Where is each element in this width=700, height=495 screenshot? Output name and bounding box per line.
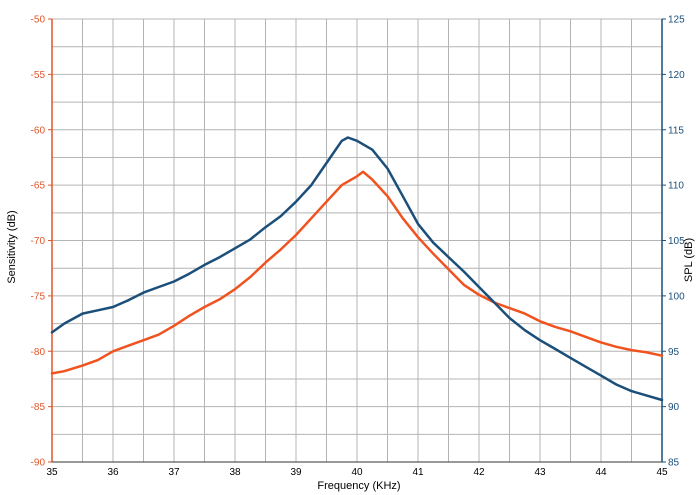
y-tick-label-left: -50 xyxy=(31,15,46,26)
grid xyxy=(51,18,663,463)
y-tick-label-left: -65 xyxy=(31,181,46,192)
y-tick-label-left: -75 xyxy=(31,291,46,302)
y-tick-label-left: -70 xyxy=(31,236,46,247)
y-tick-label-right: 100 xyxy=(668,291,685,302)
x-axis-title: Frequency (KHz) xyxy=(317,480,400,492)
x-tick-label: 35 xyxy=(46,467,58,478)
y-tick-label-left: -80 xyxy=(31,347,46,358)
x-tick-label: 36 xyxy=(107,467,119,478)
x-tick-label: 38 xyxy=(229,467,241,478)
x-tick-label: 45 xyxy=(656,467,668,478)
y-tick-label-right: 115 xyxy=(668,125,684,136)
y-tick-label-right: 105 xyxy=(668,236,685,247)
y-axis-title-right: SPL (dB) xyxy=(683,238,695,282)
x-tick-label: 39 xyxy=(290,467,302,478)
y-tick-label-left: -90 xyxy=(31,458,46,469)
y-tick-label-right: 120 xyxy=(668,70,685,81)
tick-labels: -50 -55 -60 -65 -70 -75 -80 -85 -90 125 120 115 110 1… xyxy=(31,15,686,479)
y-tick-label-left: -55 xyxy=(31,70,46,81)
y-tick-label-right: 85 xyxy=(668,458,680,469)
x-tick-label: 44 xyxy=(595,467,607,478)
y-tick-label-right: 110 xyxy=(668,181,684,192)
sensitivity-series-line xyxy=(50,170,664,375)
x-tick-label: 41 xyxy=(412,467,424,478)
x-tick-label: 40 xyxy=(351,467,363,478)
x-tick-label: 37 xyxy=(168,467,180,478)
y-tick-label-left: -85 xyxy=(31,402,46,413)
y-tick-label-right: 125 xyxy=(668,15,685,26)
y-tick-label-left: -60 xyxy=(31,125,46,136)
series-lines xyxy=(50,136,664,402)
y-axis-title-left: Sensitivity (dB) xyxy=(6,210,18,283)
y-tick-label-right: 90 xyxy=(668,402,680,413)
y-tick-label-right: 95 xyxy=(668,347,680,358)
plot-frame xyxy=(48,18,666,463)
x-tick-label: 42 xyxy=(473,467,485,478)
spl-series-line xyxy=(50,136,664,402)
x-tick-label: 43 xyxy=(534,467,546,478)
